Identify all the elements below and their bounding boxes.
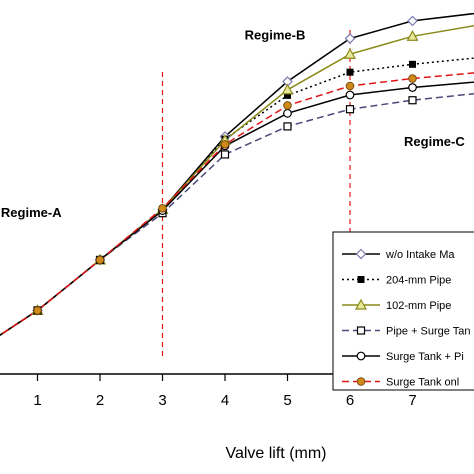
data-point xyxy=(33,306,42,315)
data-point xyxy=(408,83,417,92)
data-point xyxy=(283,101,292,110)
data-point xyxy=(343,47,357,59)
data-point xyxy=(406,30,419,41)
legend-label: Pipe + Surge Tan xyxy=(386,326,471,338)
data-point xyxy=(345,105,355,114)
regime-label: Regime-B xyxy=(245,27,306,42)
x-tick-label: 6 xyxy=(346,392,354,409)
x-tick-label: 1 xyxy=(33,392,41,409)
x-tick-label: 5 xyxy=(283,392,291,409)
series-markers xyxy=(31,15,419,316)
legend-swatch-marker xyxy=(356,377,366,386)
legend-box xyxy=(332,231,474,391)
legend-label: 204-mm Pipe xyxy=(386,275,451,287)
legend-label: Surge Tank onl xyxy=(386,377,459,389)
regime-label: Regime-A xyxy=(1,205,62,220)
data-point xyxy=(408,96,417,105)
data-point xyxy=(158,204,167,213)
legend-swatch-marker xyxy=(354,298,368,310)
data-point xyxy=(95,255,105,265)
legend-swatch-marker xyxy=(355,248,367,260)
data-point xyxy=(407,15,418,27)
data-point xyxy=(284,91,291,99)
legend-swatch-marker xyxy=(357,276,365,283)
legend-swatch-marker xyxy=(356,351,366,361)
data-point xyxy=(345,90,355,100)
data-point xyxy=(409,60,416,68)
legend-label: 102-mm Pipe xyxy=(386,300,451,312)
data-point xyxy=(281,83,294,95)
legend-label: Surge Tank + Pi xyxy=(386,351,464,363)
data-point xyxy=(344,33,356,44)
regime-label: Regime-C xyxy=(404,134,465,149)
x-tick-label: 2 xyxy=(96,392,104,409)
data-point xyxy=(220,140,230,149)
x-axis-title: Valve lift (mm) xyxy=(225,445,326,462)
x-tick-label: 7 xyxy=(408,392,416,409)
data-point xyxy=(408,74,417,83)
legend: w/o Intake Ma 204-mm Pipe 102-mm Pipe Pipe … xyxy=(332,231,474,391)
data-point xyxy=(283,122,292,131)
x-tick-label: 3 xyxy=(158,392,166,409)
legend-items: w/o Intake Ma 204-mm Pipe 102-mm Pipe Pipe … xyxy=(342,248,471,389)
data-point xyxy=(220,150,230,159)
data-point xyxy=(346,68,354,76)
data-point xyxy=(345,81,355,91)
data-point xyxy=(283,108,292,118)
legend-swatch-marker xyxy=(356,326,366,335)
regime-labels: Regime-A Regime-B Regime-C xyxy=(1,27,465,220)
legend-label: w/o Intake Ma xyxy=(385,249,455,261)
x-tick-label: 4 xyxy=(221,392,229,409)
regime-boundaries xyxy=(161,30,351,356)
